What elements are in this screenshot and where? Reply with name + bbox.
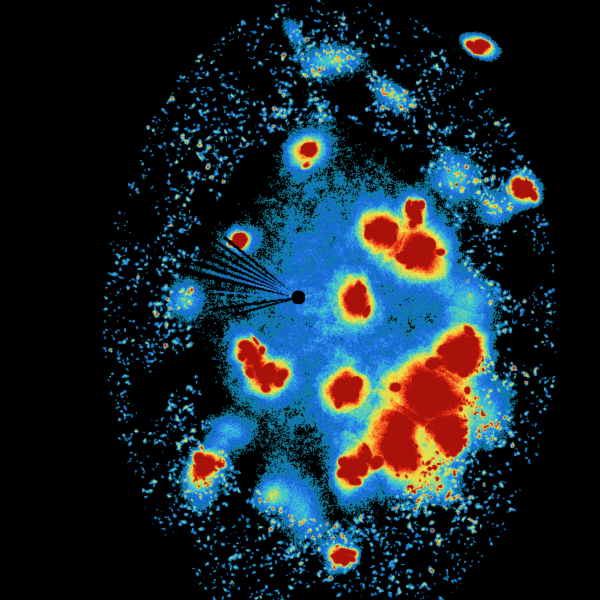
radar-site-marker	[291, 290, 305, 304]
